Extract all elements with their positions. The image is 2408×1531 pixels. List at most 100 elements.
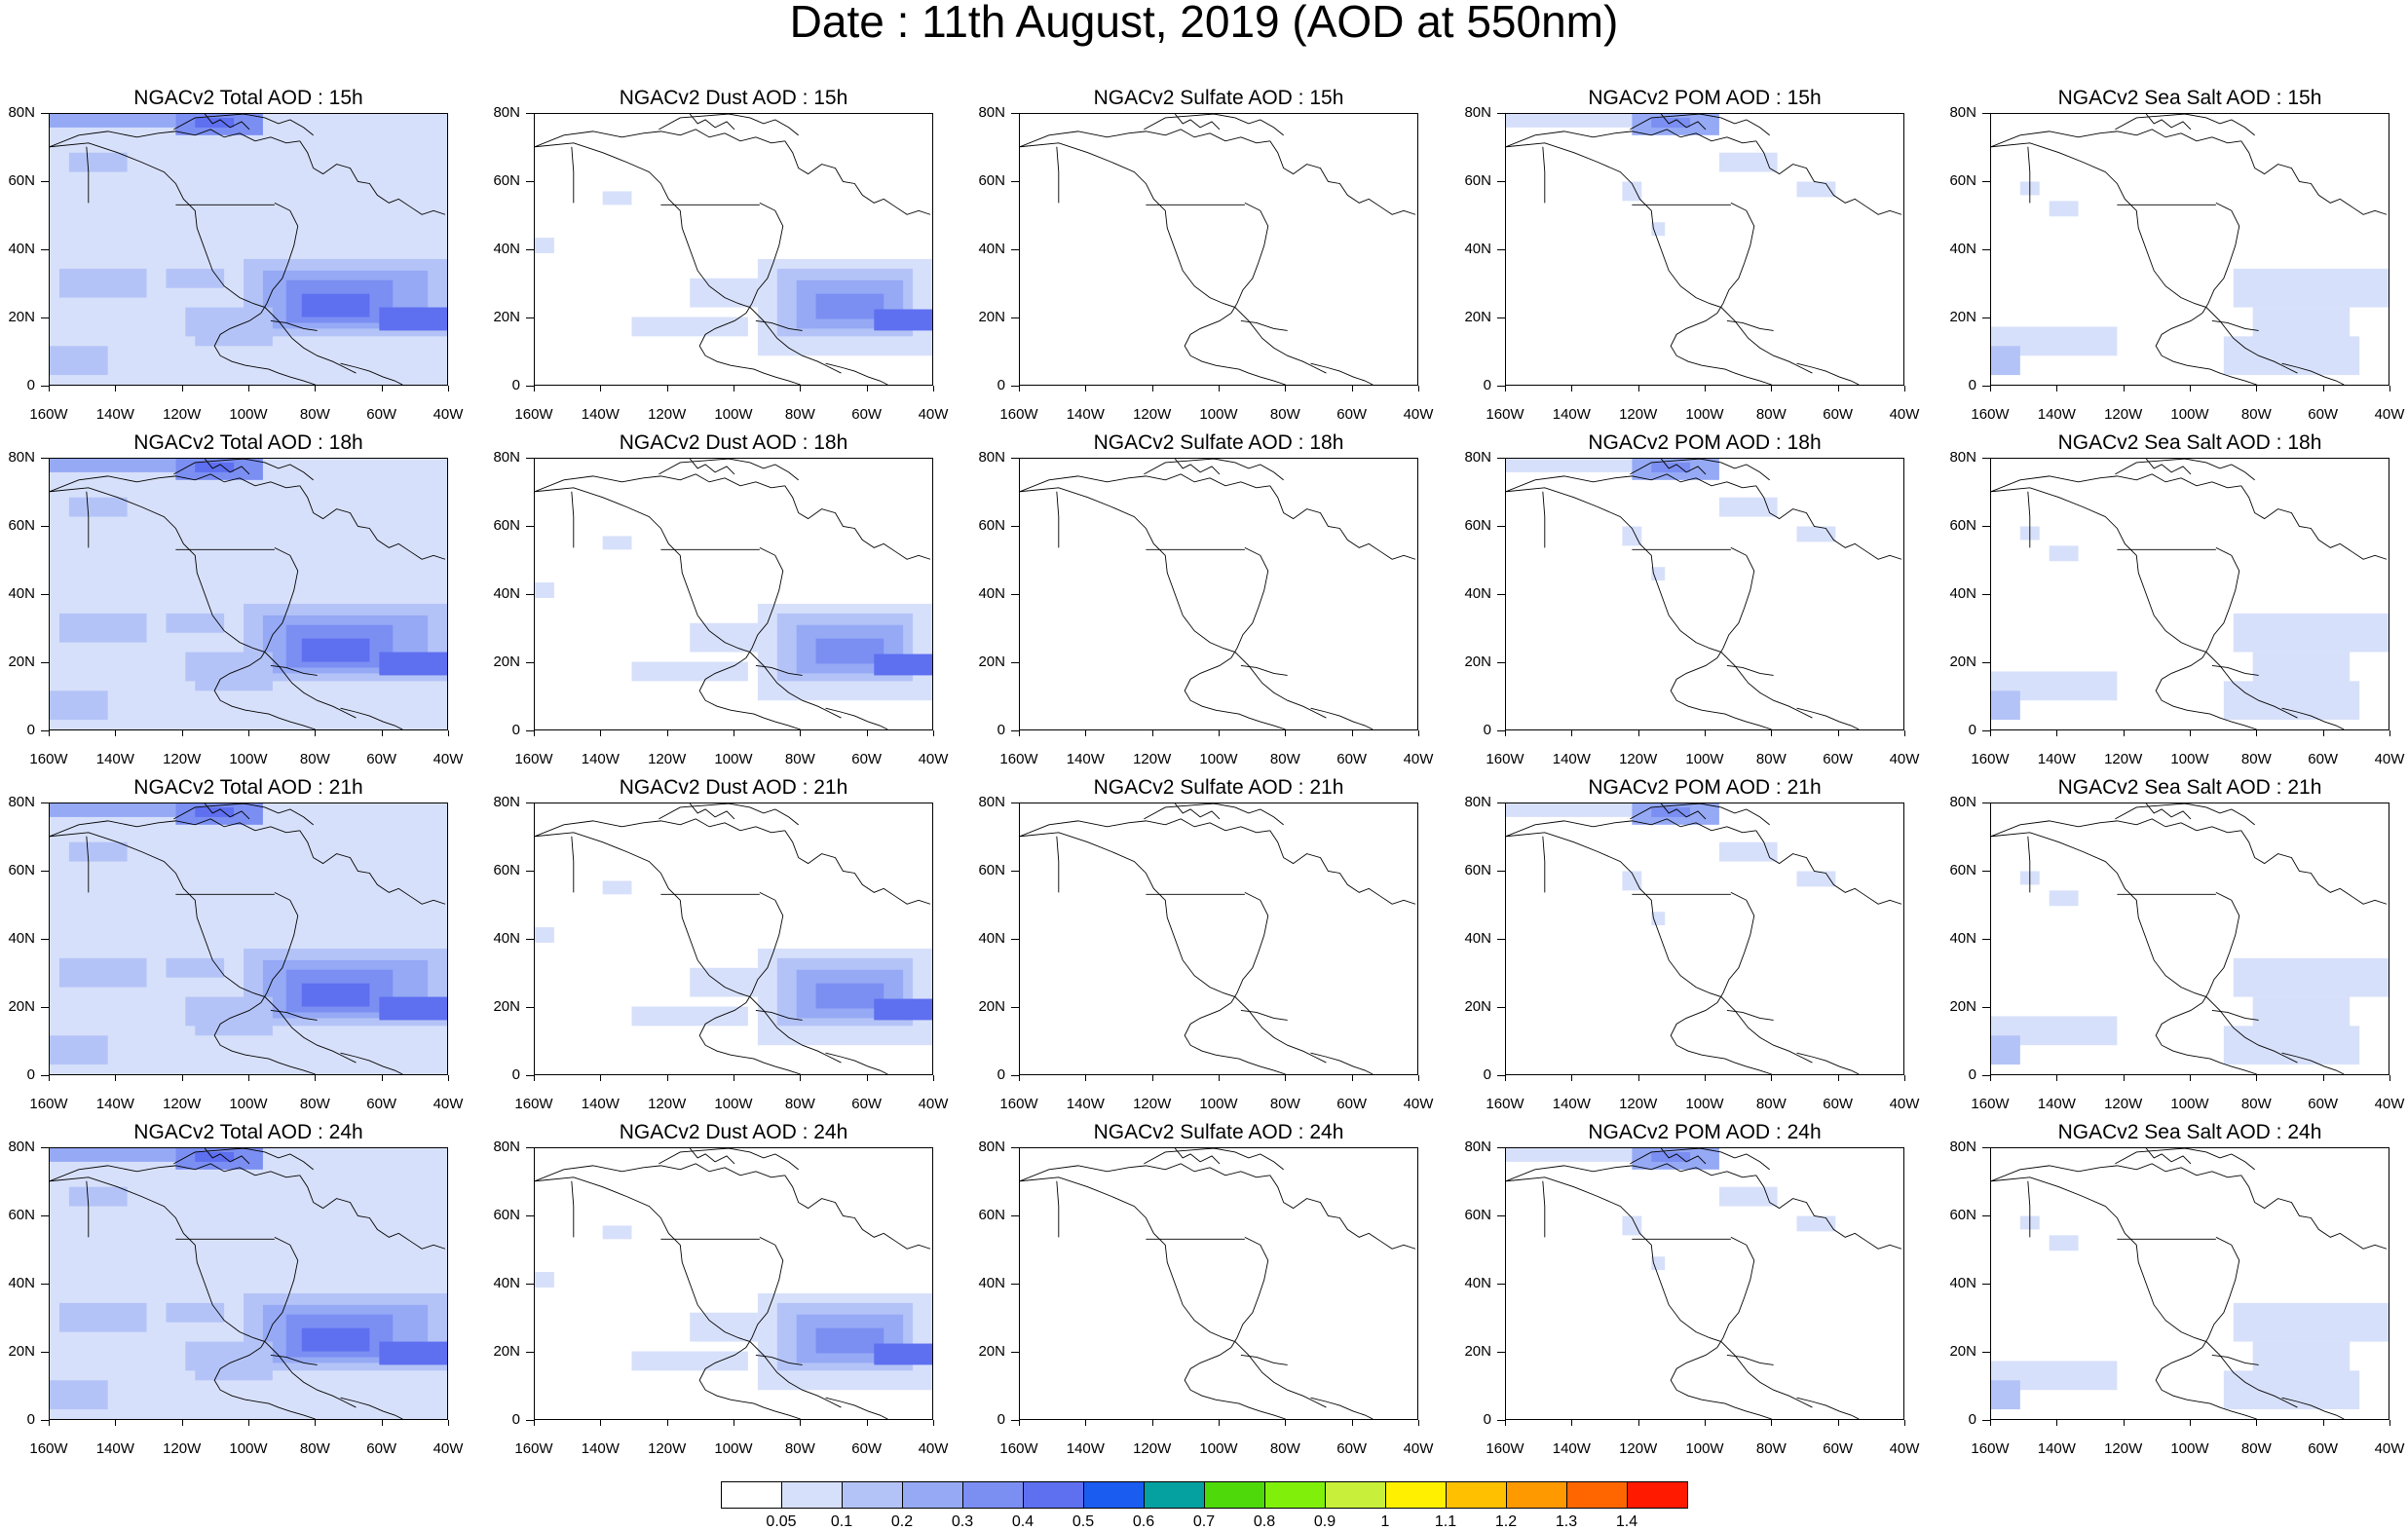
coastline: [1755, 485, 1902, 560]
aod-cell: [1991, 1035, 2020, 1065]
x-tick-label: 80W: [1269, 406, 1300, 423]
coastline: [1660, 1148, 1707, 1165]
coastline: [173, 114, 314, 136]
x-tick: [248, 386, 249, 392]
map-frame: [1505, 1147, 1904, 1420]
coastline: [2240, 1175, 2388, 1250]
y-tick: [526, 1352, 534, 1353]
x-tick-label: 40W: [1403, 1096, 1434, 1112]
coastline: [1310, 707, 1373, 729]
coastline: [340, 1052, 403, 1074]
y-tick-label: 80N: [1464, 1139, 1491, 1155]
coastline: [213, 657, 262, 713]
map-frame: [534, 113, 933, 386]
x-tick: [666, 730, 668, 736]
x-tick-label: 60W: [851, 1096, 883, 1112]
x-tick-label: 140W: [1066, 751, 1105, 767]
x-tick: [315, 1420, 317, 1426]
y-tick-label: 20N: [1949, 309, 1976, 325]
x-tick-label: 140W: [1552, 1096, 1591, 1112]
aod-cell: [50, 1148, 176, 1162]
x-tick-label: 140W: [95, 751, 134, 767]
x-tick: [866, 1420, 868, 1426]
x-tick-label: 40W: [2374, 1440, 2405, 1457]
panel-title: NGACv2 Sea Salt AOD : 21h: [2057, 776, 2322, 799]
y-tick: [1011, 1420, 1019, 1421]
aod-cell: [1718, 152, 1778, 172]
y-tick: [41, 1075, 49, 1076]
y-tick-label: 0: [511, 1411, 520, 1428]
y-tick: [1497, 1420, 1505, 1421]
coastline: [658, 114, 799, 136]
x-tick: [49, 1075, 50, 1081]
panel-title: NGACv2 Sea Salt AOD : 15h: [2057, 87, 2322, 109]
y-tick: [1011, 1284, 1019, 1285]
aod-field: [1991, 114, 2389, 385]
y-tick-label: 40N: [1949, 241, 1976, 257]
map-panel-pom-1: NGACv2 POM AOD : 18h 80N 60N 40N 20N 0 160W 140…: [1458, 430, 1945, 771]
y-tick: [1982, 871, 1990, 872]
y-tick-label: 80N: [493, 449, 520, 466]
aod-cell: [690, 278, 758, 308]
colorbar-label: 0.8: [1253, 1513, 1276, 1530]
y-tick-label: 40N: [8, 241, 35, 257]
y-tick-label: 20N: [1464, 1343, 1491, 1360]
panel-title: NGACv2 POM AOD : 24h: [1588, 1121, 1822, 1143]
y-tick: [1497, 458, 1505, 459]
coastline: [1269, 1175, 1416, 1250]
x-tick-label: 100W: [1199, 1096, 1238, 1112]
x-tick-label: 80W: [784, 1440, 815, 1457]
x-tick: [1219, 730, 1220, 736]
coastline: [1184, 1347, 1232, 1402]
coastline: [2027, 491, 2031, 548]
x-tick-label: 80W: [1755, 751, 1787, 767]
y-tick: [41, 871, 49, 872]
y-tick-label: 60N: [1949, 517, 1976, 534]
coastline: [270, 320, 318, 331]
coastline: [213, 1002, 262, 1058]
panel-title: NGACv2 Sea Salt AOD : 18h: [2057, 431, 2322, 454]
y-tick-label: 20N: [1949, 998, 1976, 1015]
colorbar-label: 1.3: [1555, 1513, 1578, 1530]
aod-cell: [2223, 681, 2360, 721]
x-tick: [1771, 386, 1773, 392]
coastline: [86, 146, 90, 204]
coastline: [2198, 366, 2257, 385]
coastline: [260, 202, 299, 314]
y-tick: [1011, 662, 1019, 663]
coastline: [784, 485, 931, 560]
y-tick: [1011, 386, 1019, 387]
coastline: [340, 362, 403, 385]
y-tick-label: 20N: [1949, 1343, 1976, 1360]
coastline: [1755, 1175, 1902, 1250]
coastline: [2201, 202, 2240, 314]
aod-cell: [379, 307, 447, 331]
y-tick-label: 80N: [1464, 104, 1491, 121]
aod-cell: [2233, 268, 2389, 308]
coastline: [755, 665, 803, 676]
y-tick: [1982, 1284, 1990, 1285]
coastline: [1240, 1355, 1288, 1365]
y-tick-label: 60N: [8, 172, 35, 189]
x-tick: [2322, 1420, 2324, 1426]
aod-cell: [1796, 871, 1836, 887]
y-tick: [1011, 1147, 1019, 1148]
y-tick-label: 60N: [493, 1207, 520, 1223]
coastline: [535, 832, 842, 1064]
y-tick-label: 60N: [1464, 517, 1491, 534]
x-tick-label: 60W: [1823, 1096, 1854, 1112]
y-tick: [1982, 458, 1990, 459]
coastline: [1056, 1180, 1060, 1238]
x-tick-label: 160W: [514, 1440, 553, 1457]
coastline: [2281, 362, 2345, 385]
map-frame: [1505, 803, 1904, 1075]
y-tick-label: 20N: [493, 309, 520, 325]
x-tick: [666, 1075, 668, 1081]
aod-field: [1991, 803, 2389, 1074]
y-tick-label: 0: [997, 377, 1005, 393]
map-panel-pom-0: NGACv2 POM AOD : 15h 80N 60N 40N 20N 0 160W 140…: [1458, 86, 1945, 427]
map-frame: [1505, 458, 1904, 730]
x-tick: [1705, 1075, 1706, 1081]
x-tick: [2256, 730, 2258, 736]
